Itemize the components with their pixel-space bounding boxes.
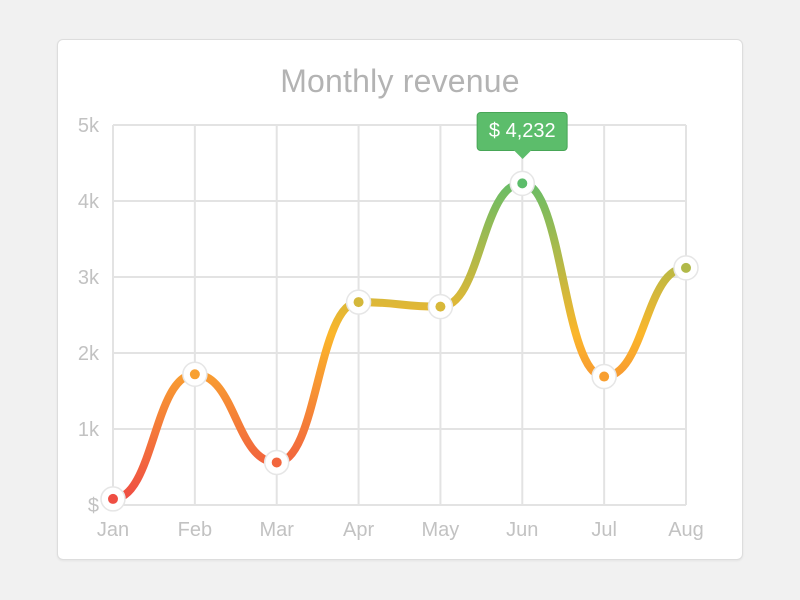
y-tick-label: $ — [88, 495, 99, 517]
data-point-dot — [435, 301, 446, 312]
data-point-may[interactable] — [427, 293, 454, 320]
y-tick-label: 5k — [78, 115, 100, 137]
x-tick-label: Jul — [591, 519, 617, 541]
data-point-jan[interactable] — [100, 486, 126, 512]
data-point-dot — [271, 457, 282, 468]
data-points — [100, 170, 699, 512]
data-point-jul[interactable] — [591, 363, 617, 390]
chart-grid — [112, 124, 687, 506]
x-tick-label: Mar — [259, 519, 294, 541]
x-tick-label: Jun — [506, 519, 538, 541]
x-tick-label: May — [422, 519, 460, 541]
y-tick-label: 1k — [78, 419, 100, 441]
data-point-dot — [599, 371, 610, 382]
x-tick-label: Jan — [97, 519, 129, 541]
y-axis-ticks: $1k 2k 3k 4k 5k — [78, 115, 100, 517]
data-point-dot — [517, 178, 528, 189]
y-tick-label: 2k — [78, 343, 100, 365]
data-point-dot — [189, 369, 200, 380]
chart-title: Monthly revenue — [280, 63, 520, 99]
x-axis-ticks: Jan Feb Mar Apr May Jun Jul Aug — [97, 519, 704, 541]
revenue-line — [109, 179, 690, 503]
x-tick-label: Apr — [343, 519, 374, 541]
data-point-jun[interactable] — [509, 170, 536, 197]
data-point-dot — [681, 262, 691, 273]
y-tick-label: 3k — [78, 267, 100, 289]
x-tick-label: Aug — [668, 519, 704, 541]
data-point-apr[interactable] — [345, 289, 372, 315]
value-tooltip: $ 4,232 — [476, 112, 568, 160]
data-point-mar[interactable] — [263, 449, 290, 476]
x-tick-label: Feb — [178, 519, 212, 541]
data-point-dot — [108, 493, 118, 504]
data-point-dot — [353, 297, 364, 308]
y-tick-label: 4k — [78, 191, 100, 213]
data-point-feb[interactable] — [182, 361, 208, 388]
data-point-aug[interactable] — [673, 255, 699, 281]
